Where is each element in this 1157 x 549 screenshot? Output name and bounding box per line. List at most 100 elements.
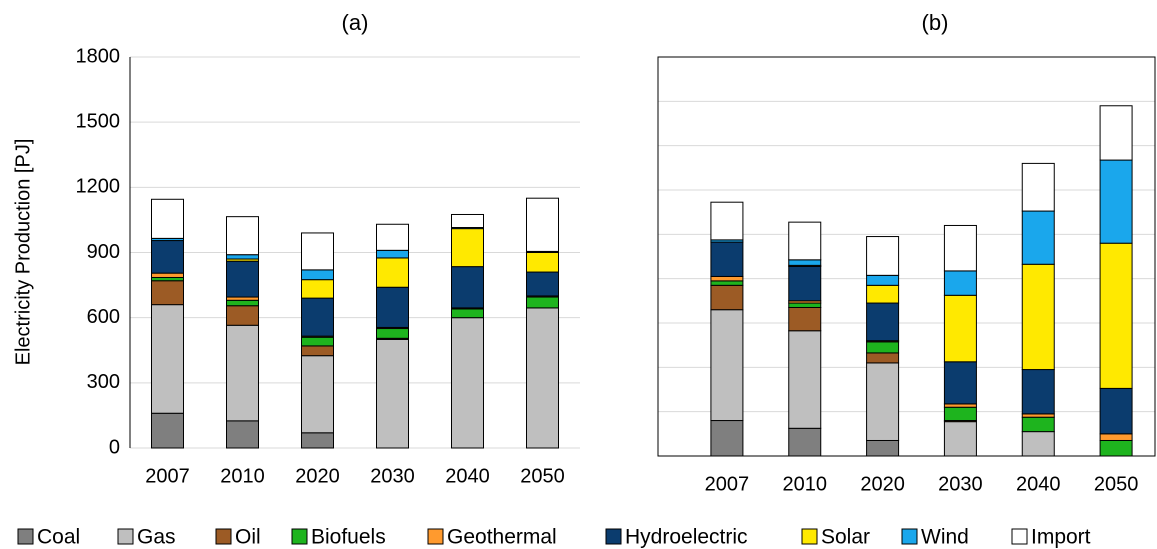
bar-segment (301, 232, 334, 271)
bar-segment (1021, 369, 1055, 415)
bar-segment (151, 304, 184, 414)
x-tick-label: 2050 (520, 465, 565, 487)
y-tick-label: 600 (87, 306, 120, 328)
legend-swatch (17, 528, 34, 545)
bar-segment (943, 361, 977, 405)
x-tick-label: 2007 (705, 473, 750, 495)
x-tick-label: 2040 (1016, 473, 1061, 495)
bar-segment (788, 302, 822, 308)
y-tick-label: 900 (87, 241, 120, 263)
chart-title: (a) (342, 10, 369, 35)
legend-swatch (1011, 528, 1028, 545)
bar-segment (866, 236, 900, 276)
bar-segment (1099, 159, 1133, 244)
bar-segment (866, 274, 900, 286)
bar-segment (301, 269, 334, 281)
bar-segment (376, 338, 409, 449)
bar-segment (376, 249, 409, 259)
bar-segment (1099, 105, 1133, 161)
bar-segment (866, 352, 900, 364)
bar-segment (376, 257, 409, 288)
bar-segment (866, 439, 900, 457)
bar-segment (451, 308, 484, 319)
bar-segment (788, 259, 822, 266)
bar-segment (710, 309, 744, 422)
bar-segment (710, 241, 744, 277)
bar-segment (788, 427, 822, 457)
bar-segment (1099, 433, 1133, 441)
bar-segment (151, 240, 184, 274)
legend-label: Wind (921, 526, 969, 549)
bar-segment (451, 228, 484, 268)
bar-segment (376, 286, 409, 328)
legend-label: Oil (235, 526, 261, 549)
bar-segment (710, 280, 744, 286)
bar-segment (710, 201, 744, 241)
legend-label: Solar (821, 526, 870, 549)
bar-segment (943, 224, 977, 272)
bar-segment (151, 272, 184, 278)
bar-segment (376, 328, 409, 339)
bar-segment (866, 284, 900, 304)
y-tick-label: 1500 (76, 110, 121, 132)
y-tick-label: 300 (87, 371, 120, 393)
legend-swatch (801, 528, 818, 545)
legend-swatch (427, 528, 444, 545)
bar-segment (1021, 210, 1055, 265)
legend-label: Geothermal (447, 526, 557, 549)
bar-segment (226, 260, 259, 298)
bar-segment (376, 223, 409, 251)
x-tick-label: 2010 (783, 473, 828, 495)
bar-segment (226, 305, 259, 326)
x-tick-label: 2030 (938, 473, 983, 495)
chart-title: (b) (922, 10, 949, 35)
bar-segment (301, 336, 334, 347)
bar-segment (226, 420, 259, 449)
bar-segment (1021, 431, 1055, 457)
bar-segment (301, 297, 334, 337)
y-tick-label: 1200 (76, 176, 121, 198)
x-tick-label: 2020 (860, 473, 905, 495)
bar-segment (710, 275, 744, 282)
bar-segment (788, 265, 822, 302)
bar-segment (788, 221, 822, 261)
bar-segment (788, 306, 822, 332)
bar-segment (943, 421, 977, 457)
bar-segment (226, 324, 259, 422)
legend-label: Import (1031, 526, 1091, 549)
bar-segment (1021, 416, 1055, 433)
x-tick-label: 2040 (445, 465, 490, 487)
bar-segment (301, 279, 334, 299)
legend-label: Coal (37, 526, 80, 549)
bar-segment (943, 294, 977, 363)
bar-segment (226, 216, 259, 256)
bar-segment (943, 406, 977, 422)
plot-frame (657, 56, 1156, 457)
y-tick-label: 1800 (76, 45, 121, 67)
bar-segment (788, 330, 822, 429)
bar-segment (710, 420, 744, 457)
bar-segment (866, 302, 900, 342)
bar-segment (526, 252, 559, 273)
bar-segment (866, 341, 900, 354)
x-tick-label: 2007 (145, 465, 190, 487)
bar-segment (1021, 263, 1055, 371)
bar-segment (710, 284, 744, 311)
bar-segment (866, 362, 900, 441)
bar-segment (151, 412, 184, 449)
bar-segment (451, 266, 484, 309)
x-tick-label: 2010 (220, 465, 265, 487)
bar-segment (151, 198, 184, 239)
bar-segment (301, 355, 334, 434)
bar-segment (526, 197, 559, 252)
x-tick-label: 2030 (370, 465, 415, 487)
y-axis-label: Electricity Production [PJ] (12, 139, 34, 366)
bar-segment (226, 299, 259, 307)
bar-segment (526, 307, 559, 449)
bar-segment (526, 271, 559, 297)
bar-segment (1099, 387, 1133, 435)
legend-label: Biofuels (311, 526, 386, 549)
legend-swatch (117, 528, 134, 545)
bar-segment (943, 270, 977, 296)
